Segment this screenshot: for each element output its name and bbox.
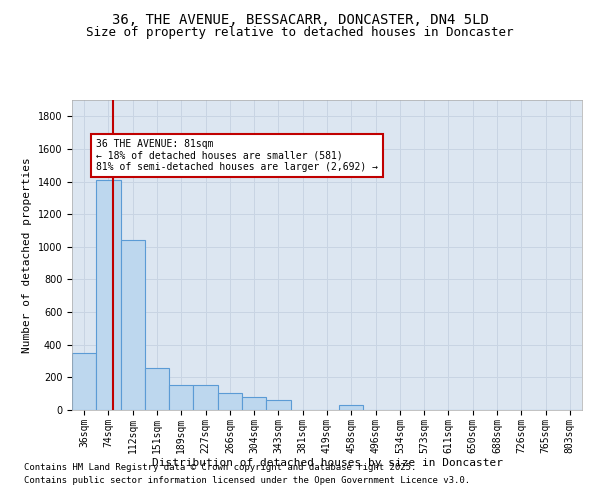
Bar bbox=[96, 180, 121, 410]
Bar bbox=[145, 368, 169, 410]
Text: Contains HM Land Registry data © Crown copyright and database right 2025.: Contains HM Land Registry data © Crown c… bbox=[24, 464, 416, 472]
Bar bbox=[72, 353, 96, 410]
Bar bbox=[218, 393, 242, 410]
Bar bbox=[339, 406, 364, 410]
Y-axis label: Number of detached properties: Number of detached properties bbox=[22, 157, 32, 353]
Bar bbox=[169, 384, 193, 410]
Bar bbox=[266, 400, 290, 410]
Text: Size of property relative to detached houses in Doncaster: Size of property relative to detached ho… bbox=[86, 26, 514, 39]
X-axis label: Distribution of detached houses by size in Doncaster: Distribution of detached houses by size … bbox=[151, 458, 503, 468]
Bar bbox=[121, 240, 145, 410]
Bar bbox=[193, 384, 218, 410]
Text: 36, THE AVENUE, BESSACARR, DONCASTER, DN4 5LD: 36, THE AVENUE, BESSACARR, DONCASTER, DN… bbox=[112, 12, 488, 26]
Bar bbox=[242, 397, 266, 410]
Text: 36 THE AVENUE: 81sqm
← 18% of detached houses are smaller (581)
81% of semi-deta: 36 THE AVENUE: 81sqm ← 18% of detached h… bbox=[96, 139, 378, 172]
Text: Contains public sector information licensed under the Open Government Licence v3: Contains public sector information licen… bbox=[24, 476, 470, 485]
